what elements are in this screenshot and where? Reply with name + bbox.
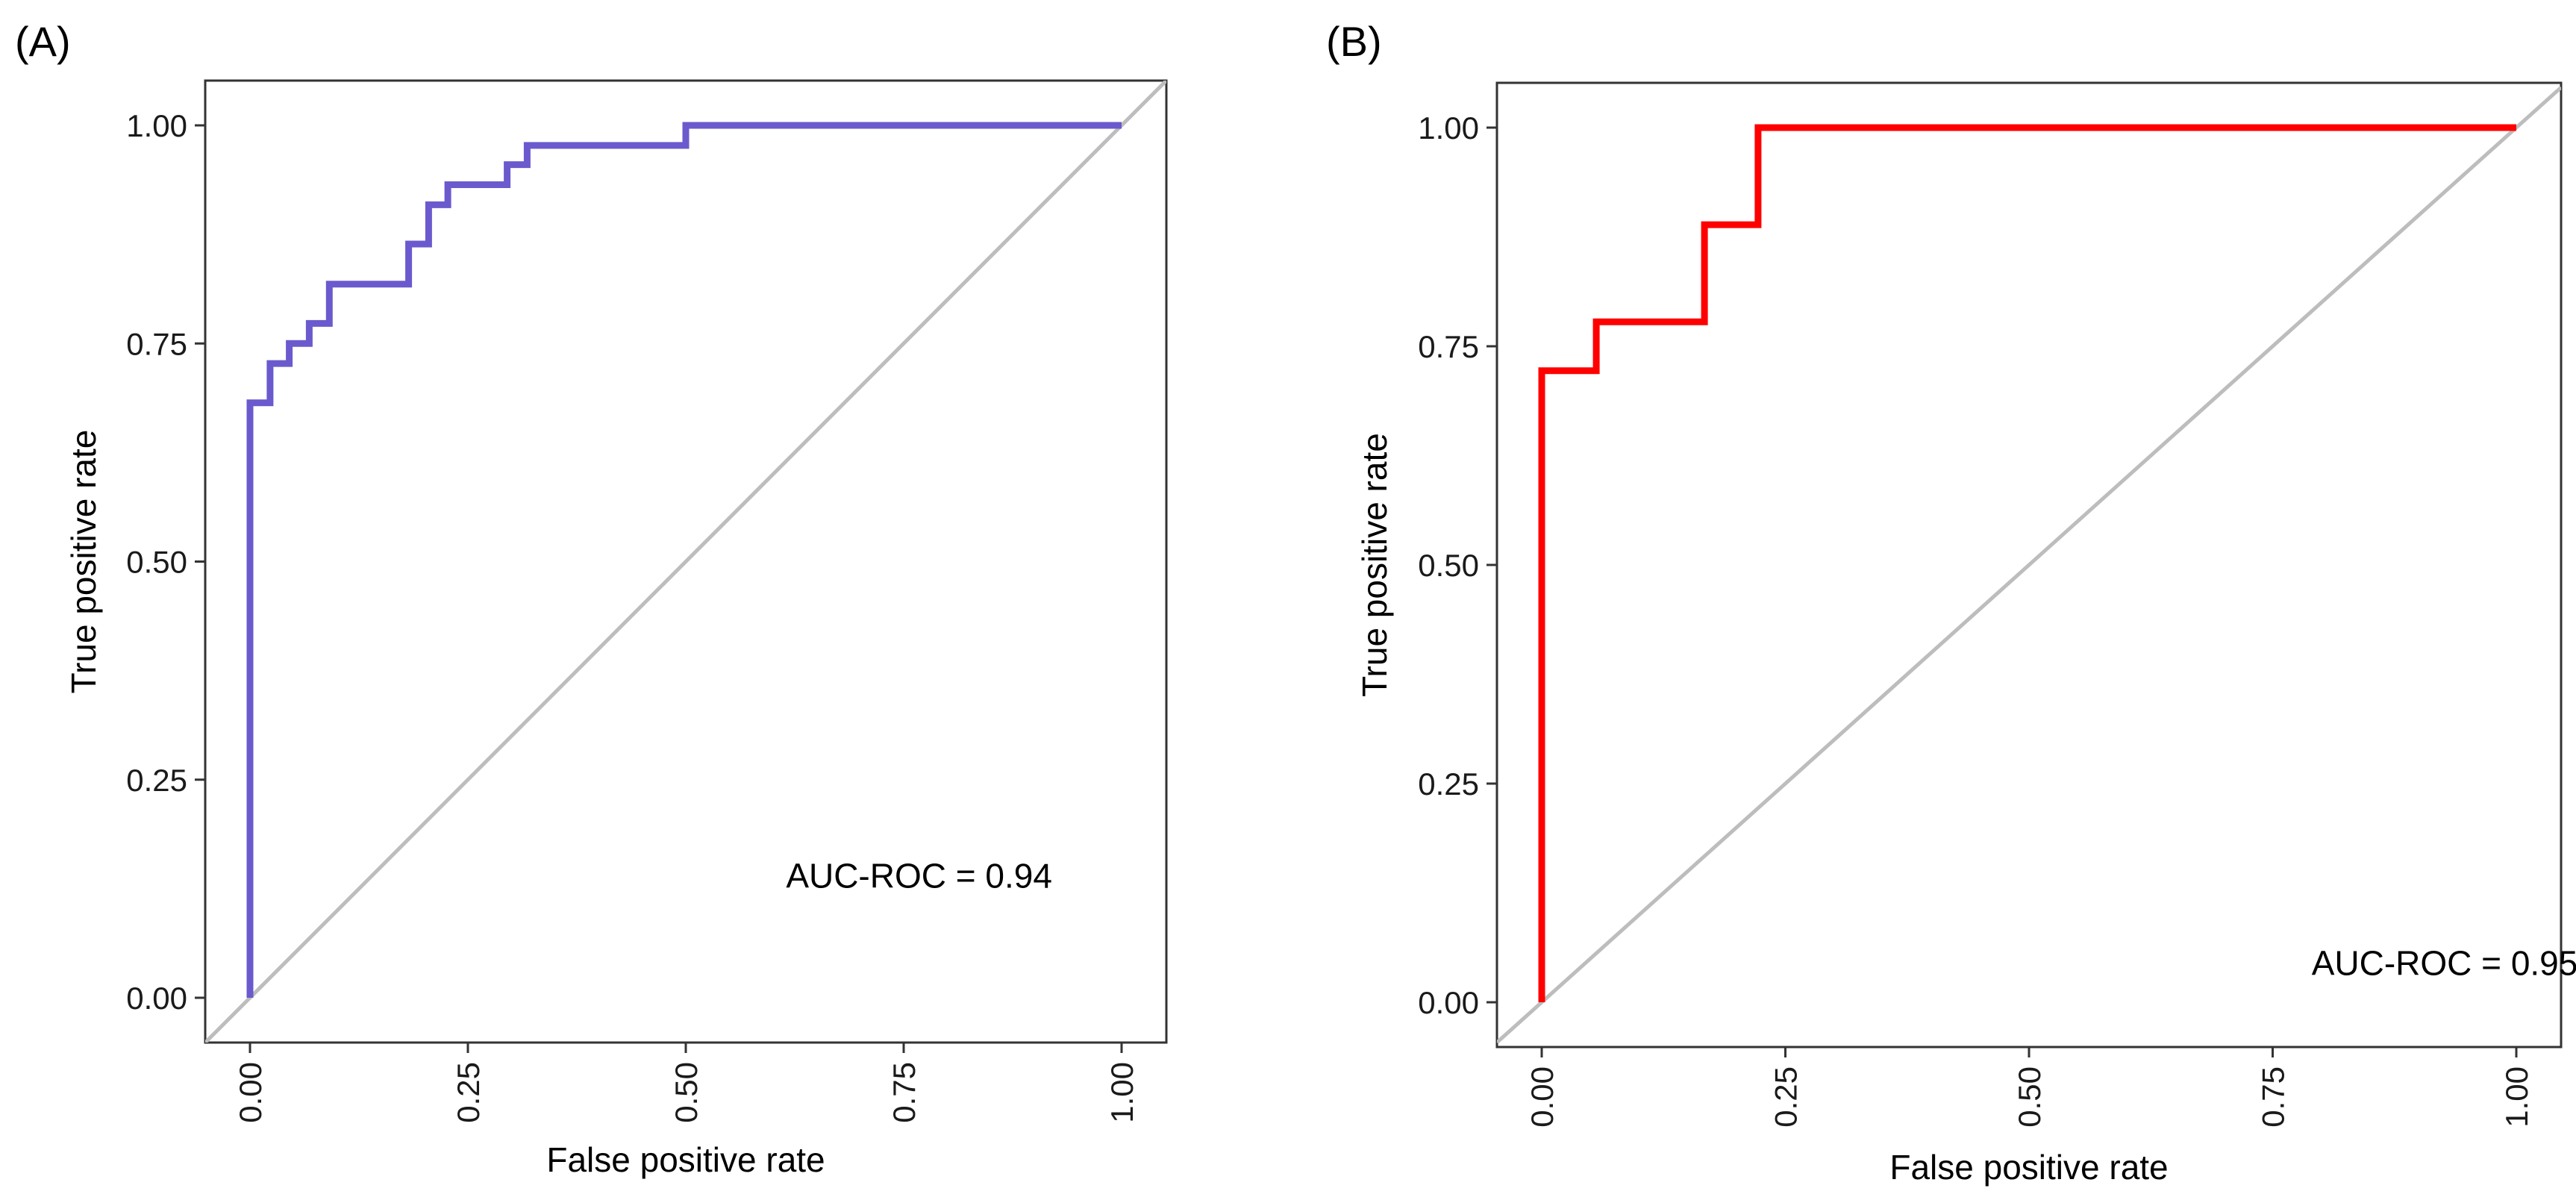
x-tick-label: 1.00 — [2499, 1066, 2534, 1128]
y-axis-title: True positive rate — [1355, 433, 1394, 697]
x-tick-label: 0.50 — [2012, 1066, 2047, 1128]
y-tick-label: 0.75 — [126, 326, 187, 361]
x-tick-label: 0.25 — [1769, 1066, 1804, 1128]
y-tick-label: 0.25 — [126, 763, 187, 798]
y-axis-title: True positive rate — [64, 430, 103, 694]
panel-a: (A) 0.00 0.25 0.50 0.75 1.00 0.00 0.25 0.50 0.75 1… — [15, 18, 1168, 1179]
auc-annotation: AUC-ROC = 0.95 — [2312, 943, 2576, 982]
x-tick-label: 0.00 — [1525, 1066, 1560, 1128]
y-tick-label: 1.00 — [126, 108, 187, 143]
x-tick-label: 1.00 — [1104, 1062, 1139, 1123]
auc-annotation: AUC-ROC = 0.94 — [786, 856, 1052, 895]
x-tick-label: 0.75 — [2256, 1066, 2291, 1128]
reference-diagonal-line — [205, 81, 1166, 1043]
y-tick-label: 0.00 — [126, 981, 187, 1016]
x-tick-label: 0.25 — [451, 1062, 486, 1123]
roc-curve-line — [1538, 124, 2516, 1002]
x-tick-label: 0.75 — [887, 1062, 922, 1123]
y-tick-label: 0.50 — [1418, 548, 1479, 583]
panel-b: (B) 0.00 0.25 0.50 0.75 1.00 0.00 0.25 0.50 0.75 1… — [1326, 18, 2576, 1187]
roc-curve-line — [246, 122, 1122, 998]
x-axis-title: False positive rate — [1889, 1148, 2168, 1187]
y-tick-label: 0.25 — [1418, 766, 1479, 802]
panel-label: (B) — [1326, 18, 1382, 65]
y-tick-label: 0.75 — [1418, 329, 1479, 364]
reference-diagonal-line — [1497, 86, 2561, 1044]
y-tick-label: 0.50 — [126, 545, 187, 580]
y-tick-label: 0.00 — [1418, 985, 1479, 1020]
panel-label: (A) — [15, 18, 71, 65]
x-axis-title: False positive rate — [546, 1140, 825, 1179]
x-tick-label: 0.00 — [233, 1062, 268, 1123]
y-tick-label: 1.00 — [1418, 110, 1479, 146]
x-tick-label: 0.50 — [669, 1062, 704, 1123]
